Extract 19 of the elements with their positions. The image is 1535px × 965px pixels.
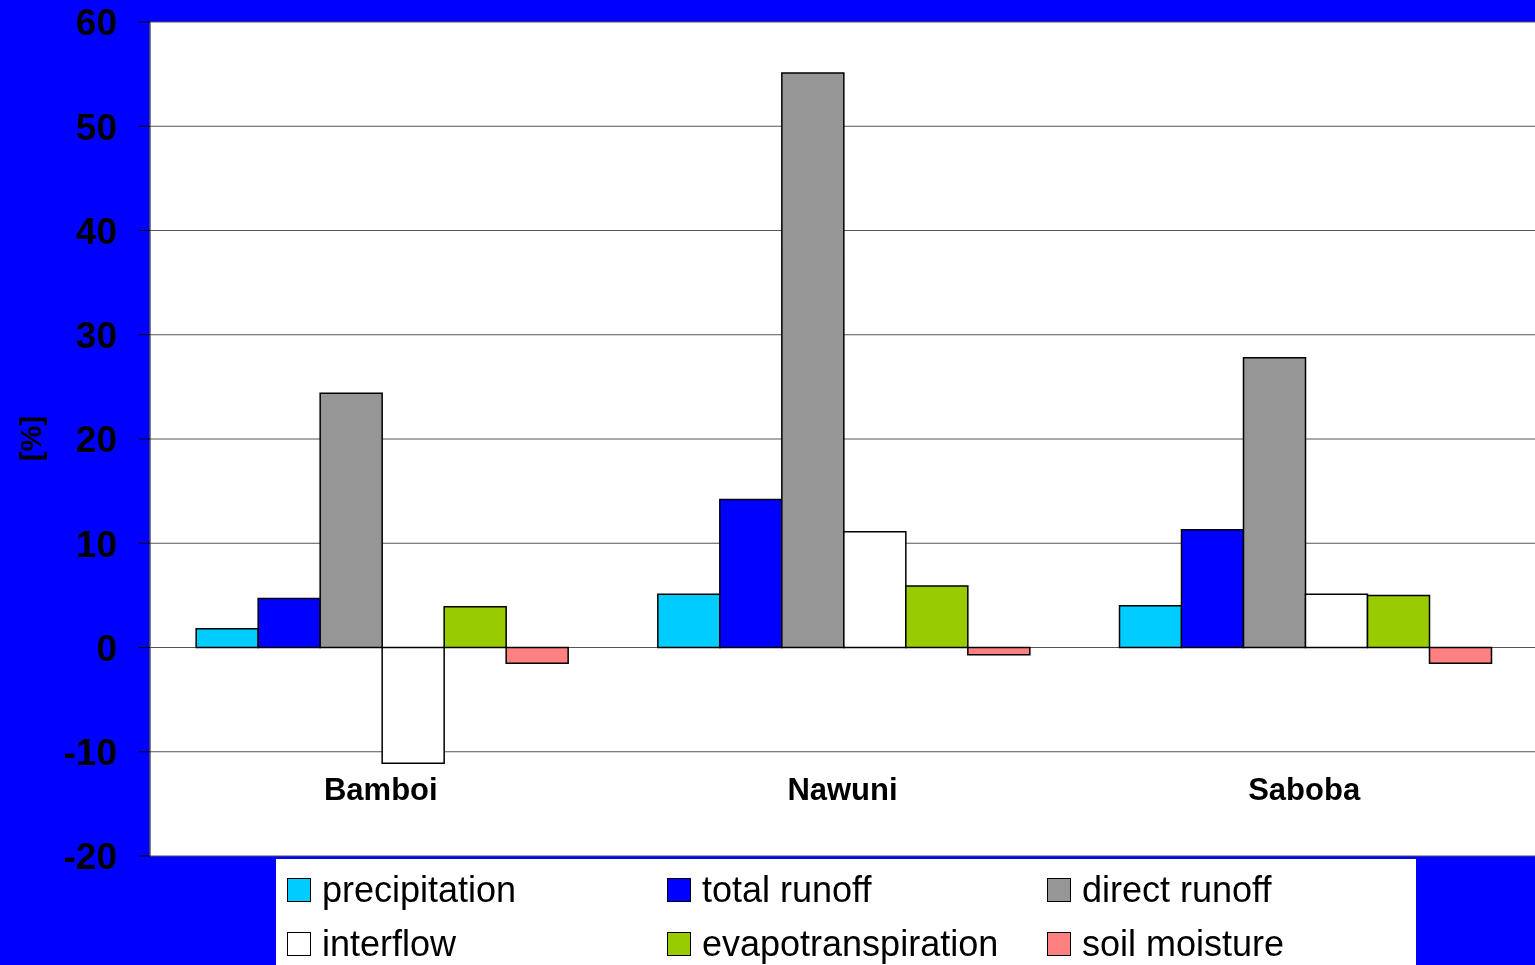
legend-label: precipitation xyxy=(322,869,517,910)
y-tick-label: 40 xyxy=(75,210,117,252)
legend-label: evapotranspiration xyxy=(702,923,999,964)
legend-label: soil moisture xyxy=(1082,923,1285,964)
y-tick-label: -20 xyxy=(63,836,117,878)
y-tick-label: 30 xyxy=(75,315,117,357)
y-tick-label: 60 xyxy=(75,2,117,44)
legend-label: interflow xyxy=(322,923,457,964)
y-tick-label: 20 xyxy=(75,419,117,461)
y-tick-label: 10 xyxy=(75,523,117,565)
x-tick-label: Saboba xyxy=(1248,772,1361,807)
legend-label: direct runoff xyxy=(1082,869,1272,910)
x-tick-label: Nawuni xyxy=(787,772,898,807)
y-tick-label: 0 xyxy=(96,627,117,669)
y-tick-label: -10 xyxy=(63,732,117,774)
y-axis-title: [%] xyxy=(15,415,48,462)
y-tick-label: 50 xyxy=(75,106,117,148)
legend-label: total runoff xyxy=(702,869,872,910)
x-tick-label: Bamboi xyxy=(323,772,438,807)
